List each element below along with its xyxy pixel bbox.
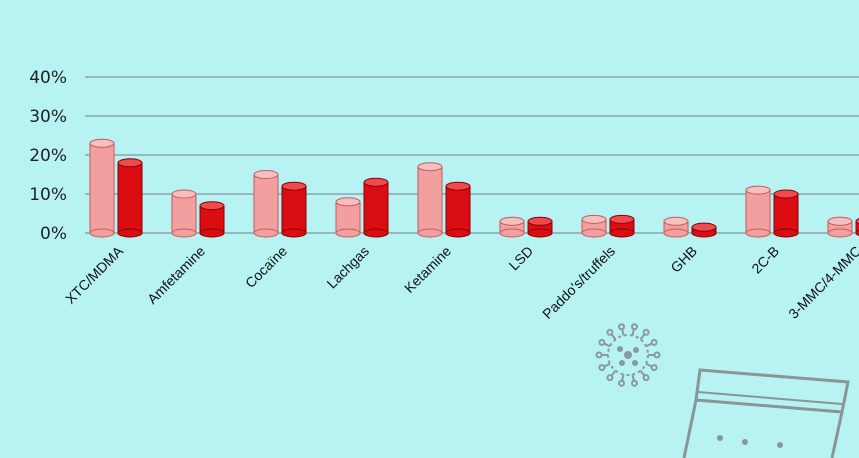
x-tick-label: Amfetamine [144,243,208,307]
x-tick-label: Lachgas [323,243,372,292]
y-tick-label: 0% [40,224,67,244]
bar-1 [417,162,443,238]
x-tick-label: Ketamine [401,243,454,296]
y-tick-label: 20% [29,146,67,166]
bar-2 [855,218,859,237]
bar-2 [527,216,553,238]
y-tick-label: 40% [29,68,67,88]
bar-1 [745,185,771,238]
x-tick-label: 3-MMC/4-MMC [785,243,859,322]
bar-2 [199,201,225,238]
baggie-icon [682,368,850,458]
virus-icon [595,323,661,387]
bar-1 [335,197,361,238]
bar-1 [499,216,525,238]
y-tick-label: 30% [29,107,67,127]
bar-2 [691,222,717,238]
bar-2 [445,181,471,238]
x-tick-label: GHB [667,243,700,276]
bar-2 [281,181,307,238]
x-tick-label: Cocaïne [242,243,290,291]
bar-2 [117,158,143,238]
bar-1 [89,138,115,238]
x-tick-label: XTC/MDMA [62,242,127,307]
bar-1 [827,216,853,238]
bar-2 [773,189,799,238]
bar-1 [663,216,689,238]
x-tick-label: Paddo's/truffels [539,243,618,322]
bar-2 [363,177,389,238]
bar-2 [609,214,635,238]
bar-1 [581,214,607,238]
x-tick-label: LSD [506,243,537,274]
bar-1 [253,170,279,238]
x-tick-label: 2C-B [748,243,782,277]
bar-1 [171,189,197,238]
y-tick-label: 10% [29,185,67,205]
